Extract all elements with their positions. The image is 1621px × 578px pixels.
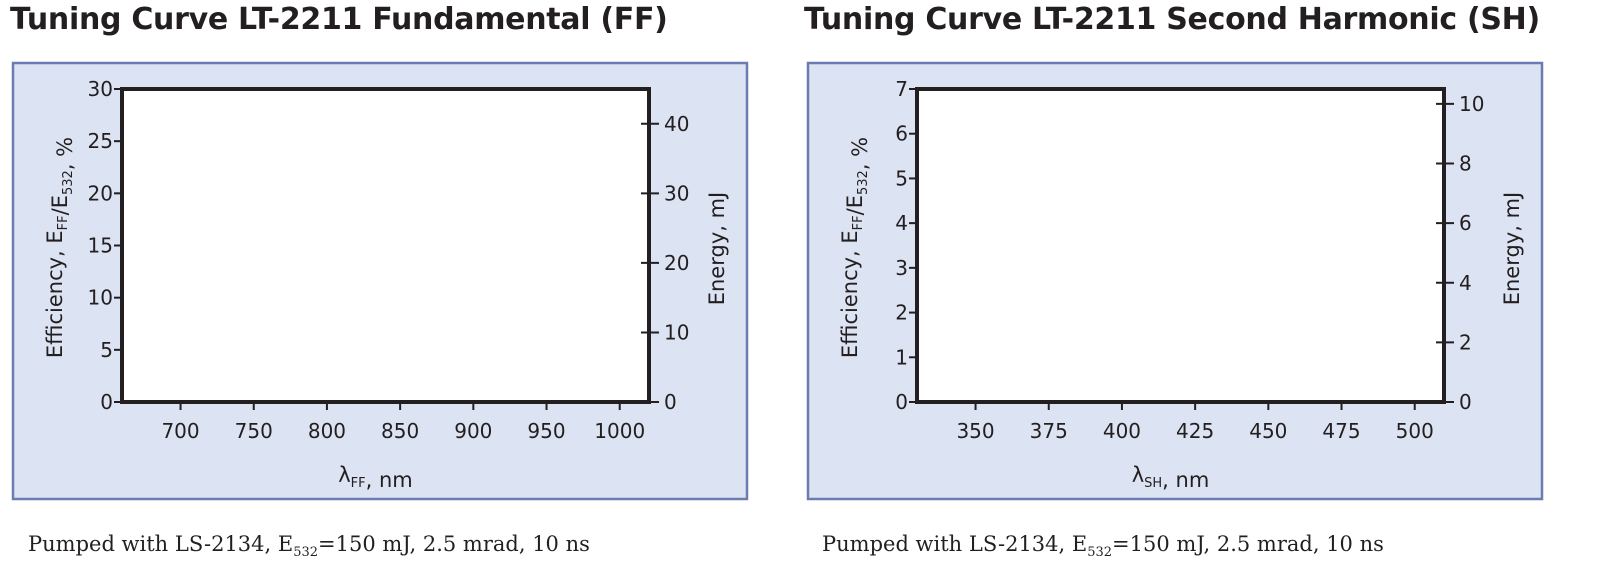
ff-y-axis-label: Efficiency, EFF/E532, %	[43, 137, 77, 358]
sh-x-tick-label: 500	[1396, 419, 1434, 443]
ff-x-axis-label: λFF, nm	[338, 463, 413, 492]
ff-y2-tick-label: 30	[664, 181, 689, 205]
sh-y2-tick-label: 6	[1459, 211, 1472, 235]
ff-y2-axis-label: Energy, mJ	[705, 192, 729, 306]
sh-y-tick-label: 7	[895, 77, 908, 101]
footnote-ff: Pumped with LS-2134, E532=150 mJ, 2.5 mr…	[28, 532, 590, 561]
ff-y2-tick-label: 20	[664, 251, 689, 275]
ff-y-tick-label: 20	[88, 181, 113, 205]
sh-y-tick-label: 4	[895, 211, 908, 235]
ff-y2-tick-label: 10	[664, 320, 689, 344]
ff-y-tick-label: 5	[100, 338, 113, 362]
ff-x-tick-label: 800	[308, 419, 346, 443]
sh-x-axis-label: λSH, nm	[1132, 463, 1210, 492]
sh-x-tick-label: 475	[1322, 419, 1360, 443]
ff-y-tick-label: 30	[88, 77, 113, 101]
ff-y-tick-label: 25	[88, 129, 113, 153]
ff-x-tick-label: 750	[235, 419, 273, 443]
sh-y2-tick-label: 2	[1459, 330, 1472, 354]
ff-x-tick-label: 700	[161, 419, 199, 443]
ff-x-tick-label: 1000	[594, 419, 645, 443]
sh-y-tick-label: 1	[895, 345, 908, 369]
sh-y-tick-label: 5	[895, 166, 908, 190]
sh-y2-tick-label: 4	[1459, 271, 1472, 295]
chart-title-sh: Tuning Curve LT-2211 Second Harmonic (SH…	[804, 2, 1540, 37]
sh-x-tick-label: 375	[1030, 419, 1068, 443]
sh-y-axis-label: Efficiency, EFF/E532, %	[838, 137, 872, 358]
sh-y2-tick-label: 10	[1459, 92, 1484, 116]
ff-x-tick-label: 900	[454, 419, 492, 443]
sh-x-tick-label: 350	[956, 419, 994, 443]
sh-y2-axis-label: Energy, mJ	[1500, 192, 1524, 306]
sh-x-tick-label: 450	[1249, 419, 1287, 443]
sh-y-tick-label: 3	[895, 256, 908, 280]
sh-y2-tick-label: 0	[1459, 390, 1472, 414]
chart-title-ff: Tuning Curve LT-2211 Fundamental (FF)	[10, 2, 668, 37]
ff-x-tick-label: 950	[527, 419, 565, 443]
sh-x-tick-label: 425	[1176, 419, 1214, 443]
sh-x-tick-label: 400	[1103, 419, 1141, 443]
sh-y2-tick-label: 8	[1459, 152, 1472, 176]
footnote-sh: Pumped with LS-2134, E532=150 mJ, 2.5 mr…	[822, 532, 1384, 561]
ff-y2-tick-label: 40	[664, 112, 689, 136]
sh-plot-frame	[915, 87, 1446, 404]
sh-y-tick-label: 6	[895, 122, 908, 146]
sh-y-tick-label: 0	[895, 390, 908, 414]
ff-y-tick-label: 10	[88, 286, 113, 310]
ff-x-tick-label: 850	[381, 419, 419, 443]
chart-ff: LT-2211LT-2211FP700750800850900950100005…	[11, 61, 749, 501]
ff-y2-tick-label: 0	[664, 390, 677, 414]
ff-y-tick-label: 0	[100, 390, 113, 414]
sh-y-tick-label: 2	[895, 301, 908, 325]
ff-plot-frame	[120, 87, 651, 404]
chart-sh: LT-2211LT-2211FP350375400425450475500012…	[806, 61, 1544, 501]
ff-y-tick-label: 15	[88, 234, 113, 258]
